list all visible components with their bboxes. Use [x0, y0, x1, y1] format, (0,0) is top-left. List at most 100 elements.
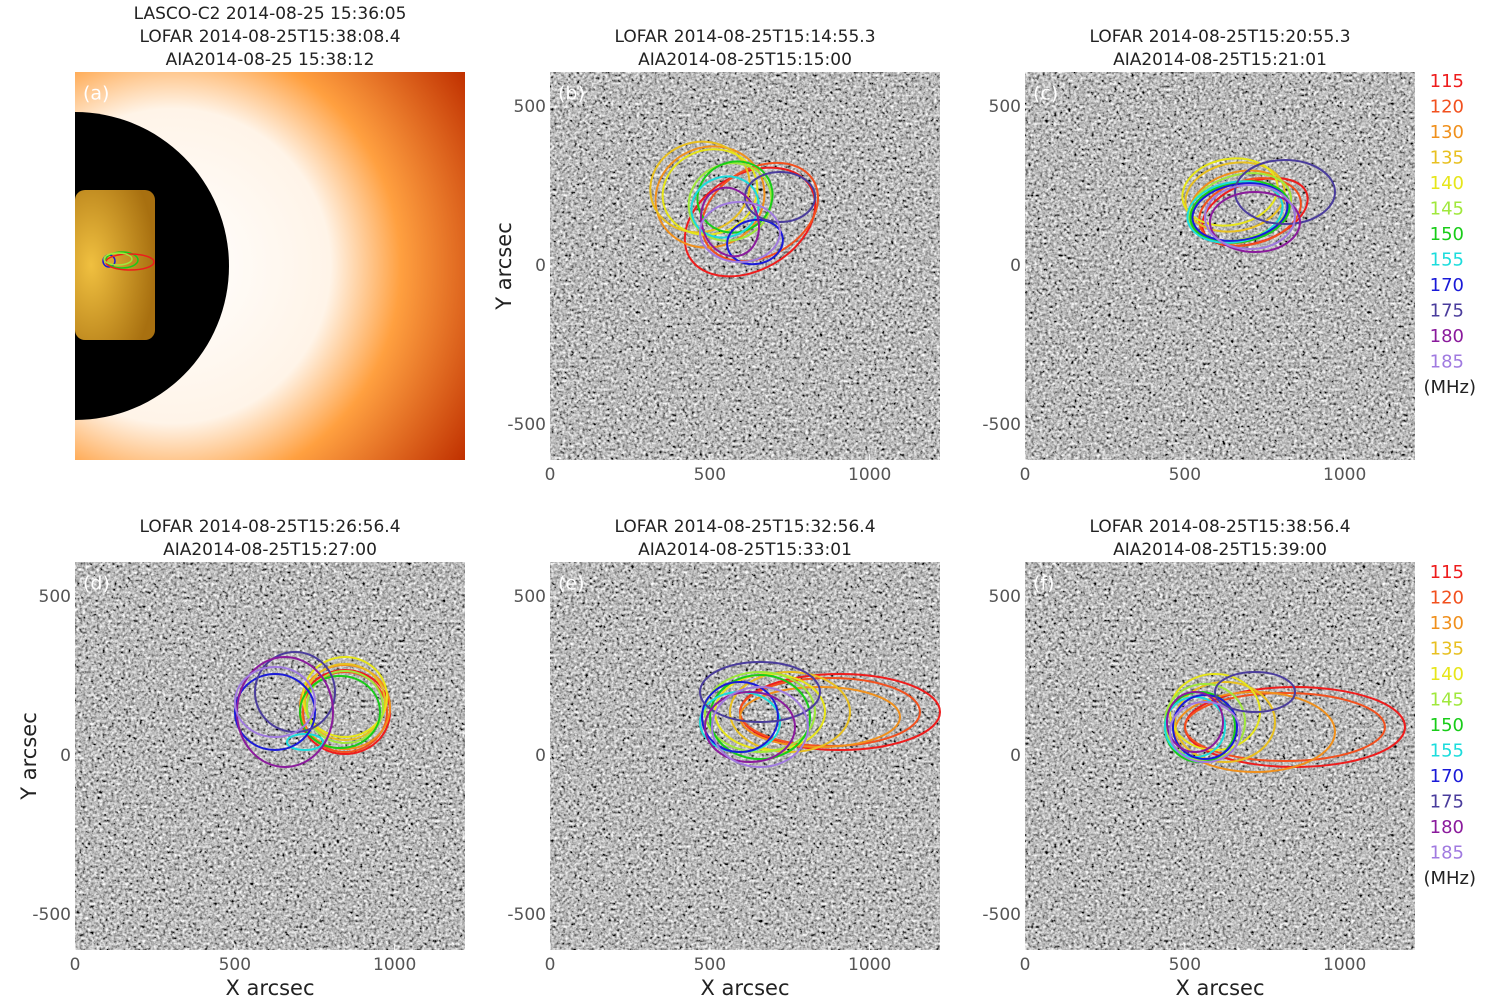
panel: (f) LOFAR 2014-08-25T15:38:56.4 AIA2014-08… [982, 517, 1415, 1000]
contour [687, 162, 773, 242]
contour [649, 140, 751, 234]
aia-image [1025, 72, 1415, 460]
x-tick-label: 1000 [848, 465, 891, 485]
x-axis-label: X arcsec [225, 976, 314, 1000]
legend-entry: 150 [1430, 715, 1464, 736]
contour [709, 674, 811, 760]
legend-entry: 180 [1430, 817, 1464, 838]
contour [1166, 691, 1224, 753]
legend-entry: 170 [1430, 766, 1464, 787]
y-tick-label: -500 [982, 905, 1021, 925]
x-tick-label: 0 [545, 955, 556, 975]
panel-label: (d) [83, 573, 110, 595]
panel-label: (e) [558, 573, 585, 595]
aia-image [75, 562, 465, 950]
legend-entry: 140 [1430, 664, 1464, 685]
x-tick-label: 0 [1020, 955, 1031, 975]
x-tick-label: 0 [545, 465, 556, 485]
contour [700, 186, 760, 258]
panel-label: (c) [1033, 83, 1058, 105]
contour [699, 201, 781, 263]
panel-label: (a) [83, 83, 109, 105]
y-tick-label: 500 [514, 587, 546, 607]
contour [711, 686, 809, 768]
contour [306, 670, 384, 744]
x-tick-label: 1000 [1323, 465, 1366, 485]
legend-entry: 155 [1430, 250, 1464, 271]
panel: (b) LOFAR 2014-08-25T15:14:55.3 AIA2014-08… [492, 27, 940, 485]
legend-entry: 180 [1430, 326, 1464, 347]
contour [683, 166, 817, 278]
x-tick-label: 500 [694, 955, 726, 975]
y-tick-label: 0 [535, 746, 546, 766]
panel: (d) LOFAR 2014-08-25T15:26:56.4 AIA2014-08… [17, 517, 465, 1000]
contour [1181, 157, 1279, 227]
y-tick-label: 0 [60, 746, 71, 766]
y-tick-label: -500 [32, 905, 71, 925]
contour [1191, 182, 1289, 242]
panel-title: AIA2014-08-25T15:15:00 [638, 50, 852, 70]
legend-entry: 185 [1430, 352, 1464, 373]
legend-unit: (MHz) [1423, 868, 1476, 889]
contour [1174, 681, 1276, 763]
panel-label: (f) [1033, 573, 1055, 595]
panel-title: LOFAR 2014-08-25T15:20:55.3 [1089, 27, 1350, 47]
legend-unit: (MHz) [1423, 377, 1476, 398]
contour [704, 691, 796, 763]
panel-label: (b) [558, 83, 585, 105]
legend-entry: 185 [1430, 843, 1464, 864]
contour [286, 733, 324, 751]
y-axis-label: Y arcsec [17, 712, 41, 801]
y-tick-label: 0 [535, 256, 546, 276]
panel: (a) LASCO-C2 2014-08-25 15:36:05 LOFAR 201… [75, 4, 465, 460]
y-tick-label: 500 [514, 97, 546, 117]
contour [729, 671, 851, 753]
contour [234, 666, 316, 738]
contour [744, 171, 816, 223]
contour [304, 663, 386, 741]
panel-title: AIA2014-08-25T15:39:00 [1113, 540, 1327, 560]
y-tick-label: 0 [1010, 746, 1021, 766]
contour [103, 252, 133, 266]
legend-entry: 130 [1430, 613, 1464, 634]
contour [704, 671, 816, 753]
panel-title: LOFAR 2014-08-25T15:32:56.4 [614, 517, 875, 537]
x-tick-label: 1000 [848, 955, 891, 975]
legend: 115 120 130 135 140 145 150 155 170 175 180 185 (MHz… [1423, 71, 1476, 398]
legend-entry: 135 [1430, 148, 1464, 169]
x-tick-label: 1000 [1323, 955, 1366, 975]
contour [1214, 671, 1296, 713]
legend-entry: 145 [1430, 199, 1464, 220]
contour [700, 161, 820, 263]
panel-title: LOFAR 2014-08-25T15:38:08.4 [139, 27, 400, 47]
legend-entry: 150 [1430, 224, 1464, 245]
aia-image [550, 562, 940, 950]
legend-entry: 175 [1430, 792, 1464, 813]
legend-entry: 130 [1430, 122, 1464, 143]
x-tick-label: 500 [1169, 955, 1201, 975]
contour [1204, 184, 1296, 250]
y-tick-label: 500 [989, 587, 1021, 607]
legend-entry: 155 [1430, 741, 1464, 762]
legend-entry: 145 [1430, 690, 1464, 711]
contour [1172, 694, 1238, 760]
legend-entry: 120 [1430, 97, 1464, 118]
y-tick-label: -500 [507, 415, 546, 435]
contour [1169, 701, 1241, 763]
y-tick-label: -500 [507, 905, 546, 925]
contour [699, 661, 821, 723]
contour [701, 681, 779, 753]
x-axis-label: X arcsec [700, 976, 789, 1000]
panel-title: LOFAR 2014-08-25T15:26:56.4 [139, 517, 400, 537]
panel-title: AIA2014-08-25T15:21:01 [1113, 50, 1327, 70]
panel-title: LOFAR 2014-08-25T15:38:56.4 [1089, 517, 1350, 537]
aia-image [550, 72, 940, 460]
contour [1209, 191, 1301, 253]
legend-entry: 115 [1430, 71, 1464, 92]
panel: (e) LOFAR 2014-08-25T15:32:56.4 AIA2014-08… [507, 517, 941, 1000]
y-tick-label: 0 [1010, 256, 1021, 276]
legend-entry: 115 [1430, 562, 1464, 583]
contour [1186, 180, 1284, 244]
y-tick-label: 500 [39, 587, 71, 607]
contour [690, 175, 760, 239]
